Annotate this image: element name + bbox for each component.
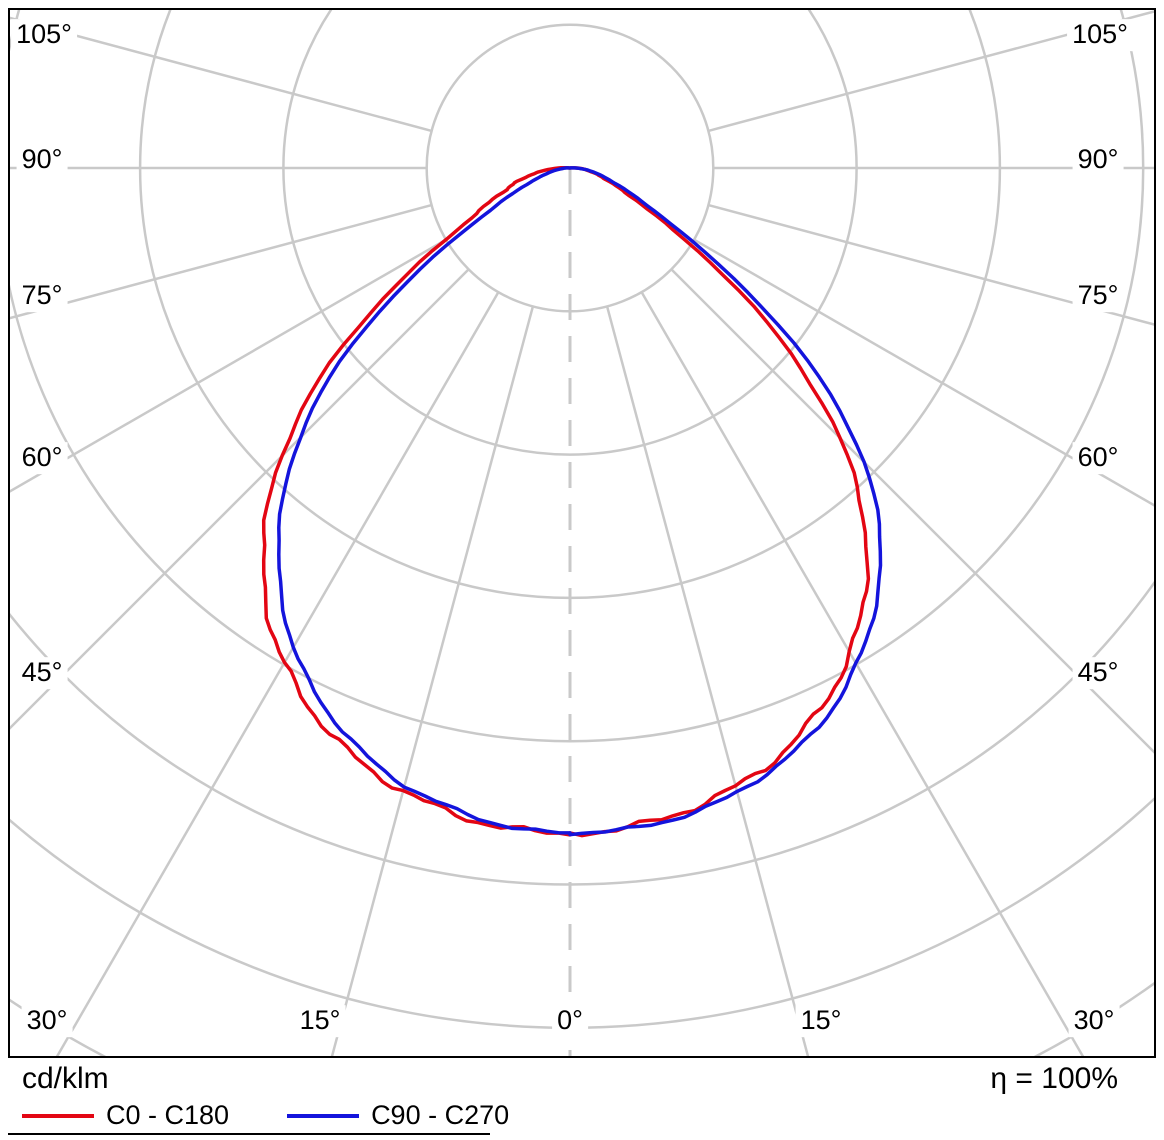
grid-radial <box>708 10 1154 133</box>
grid-radial <box>670 268 1154 754</box>
grid-radial <box>10 238 447 493</box>
curve-c90-c270 <box>277 166 883 837</box>
grid-ring <box>10 10 1145 743</box>
legend-divider <box>8 1133 490 1135</box>
grid-radial <box>10 16 432 133</box>
grid-radial <box>330 306 535 1056</box>
polar-plot-frame <box>8 8 1156 1058</box>
unit-label: cd/klm <box>22 1062 109 1095</box>
legend: C0 - C180 C90 - C270 <box>22 1100 509 1131</box>
grid-ring <box>10 580 1154 886</box>
legend-swatch-c90-c270 <box>287 1113 360 1118</box>
grid-radial <box>605 306 810 1056</box>
legend-label-c0-c180: C0 - C180 <box>106 1100 230 1130</box>
curve-c0-c180 <box>261 166 871 838</box>
grid-radial <box>693 238 1154 507</box>
legend-label-c90-c270: C90 - C270 <box>371 1100 510 1130</box>
grid-radial <box>10 203 432 320</box>
grid-radial <box>640 291 1085 1056</box>
legend-swatch-c0-c180 <box>22 1113 94 1118</box>
grid-ring <box>10 797 1154 1029</box>
grid-radial <box>708 203 1154 326</box>
polar-plot-svg <box>10 10 1154 1056</box>
efficiency-label: η = 100% <box>990 1062 1118 1095</box>
grid-radial <box>55 291 500 1056</box>
grid-radial <box>10 268 470 730</box>
